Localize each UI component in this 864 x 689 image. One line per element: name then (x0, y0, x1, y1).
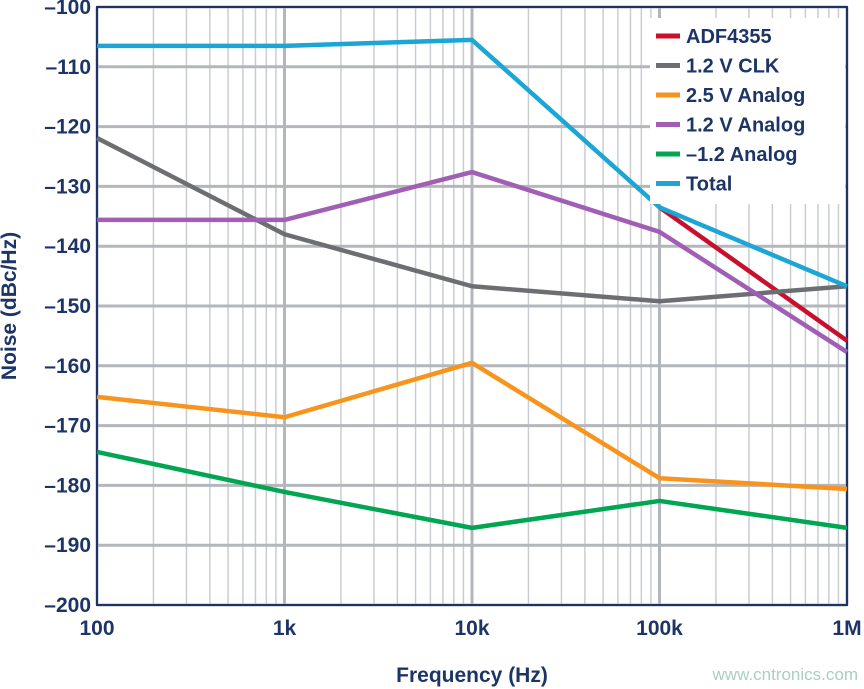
series-lines (95, 37, 849, 531)
tick-labels: 100 1k 10k 100k 1M –100 –110 –120 –130 –140 –150 –1… (44, 0, 861, 640)
series-line-total (97, 37, 848, 289)
legend-label: Total (686, 174, 732, 196)
y-tick-label: –130 (44, 175, 91, 198)
series-line-1-2-v-clk (95, 135, 848, 304)
plot-frame (96, 6, 848, 606)
legend-label: –1.2 Analog (686, 144, 798, 166)
x-tick-label: 100 (79, 617, 114, 640)
y-tick-label: –110 (45, 56, 91, 79)
x-tick-label: 100k (636, 617, 683, 640)
x-tick-label: 1M (832, 617, 861, 640)
x-tick-label: 1k (273, 617, 297, 640)
y-axis-label: Noise (dBc/Hz) (0, 232, 21, 380)
y-tick-label: –180 (44, 474, 91, 497)
x-tick-label: 10k (454, 617, 489, 640)
watermark: www.cntronics.com (712, 665, 858, 684)
y-tick-label: –100 (44, 0, 91, 19)
series-line-adf4355 (658, 205, 849, 343)
y-tick-label: –190 (44, 534, 91, 557)
series-line-1-2-v-analog (97, 169, 849, 354)
legend-label: 1.2 V CLK (686, 56, 780, 78)
legend-label: ADF4355 (686, 26, 772, 48)
legend: ADF4355 1.2 V CLK 2.5 V Analog 1.2 V Analog… (650, 18, 845, 204)
y-tick-label: –160 (44, 355, 91, 378)
y-tick-label: –150 (44, 295, 91, 318)
y-tick-label: –200 (44, 594, 91, 617)
legend-label: 1.2 V Analog (686, 115, 805, 137)
legend-label: 2.5 V Analog (686, 85, 805, 107)
y-tick-label: –120 (44, 116, 91, 139)
series-line--1-2-analog (96, 449, 848, 531)
y-tick-label: –170 (44, 415, 91, 438)
x-axis-label: Frequency (Hz) (396, 664, 548, 687)
legend-box (650, 18, 845, 204)
series-line-2-5-v-analog (96, 360, 848, 492)
y-tick-label: –140 (44, 235, 91, 258)
